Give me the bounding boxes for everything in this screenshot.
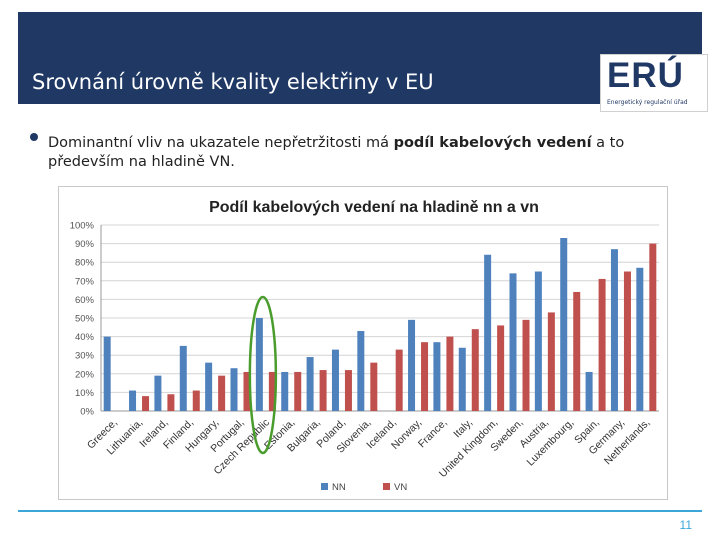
bar-vn (471, 329, 479, 411)
page-number: 11 (679, 518, 692, 532)
chart-container: Podíl kabelových vedení na hladině nn a … (58, 186, 668, 500)
bar-nn (129, 390, 137, 411)
bar-nn (331, 349, 339, 411)
bar-nn (306, 357, 314, 411)
legend-label: NN (332, 482, 346, 493)
y-tick-label: 20% (75, 369, 95, 380)
bullet-icon (30, 133, 38, 141)
y-tick-label: 50% (75, 314, 95, 325)
bar-vn (547, 312, 555, 411)
chart-title: Podíl kabelových vedení na hladině nn a … (209, 199, 539, 216)
bar-vn (623, 271, 631, 411)
bar-vn (395, 349, 403, 411)
bar-vn (421, 342, 429, 411)
bar-vn (573, 291, 581, 411)
bar-nn (433, 342, 441, 411)
bar-nn (509, 273, 517, 411)
y-tick-label: 40% (75, 332, 95, 343)
bar-vn (344, 370, 352, 411)
bullet-text-post: a to především na hladině VN. (48, 135, 625, 170)
bar-nn (357, 331, 365, 411)
bullet-text-pre: Dominantní vliv na ukazatele nepřetržito… (48, 135, 394, 151)
bar-nn (230, 368, 238, 411)
bar-vn (497, 325, 505, 411)
legend-swatch (321, 483, 328, 490)
bar-vn (446, 336, 454, 411)
bar-vn (142, 396, 150, 411)
bar-nn (281, 371, 289, 411)
bar-nn (636, 267, 644, 411)
y-tick-label: 100% (70, 221, 95, 232)
bar-vn (649, 243, 657, 411)
bar-nn (534, 271, 542, 411)
y-tick-label: 70% (75, 276, 95, 287)
legend-label: VN (394, 482, 407, 493)
bar-nn (560, 238, 568, 411)
bar-nn (255, 318, 263, 411)
bar-nn (458, 347, 466, 411)
bar-nn (179, 345, 187, 411)
slide-title: Srovnání úrovně kvality elektřiny v EU (32, 70, 434, 94)
footer-divider (18, 510, 702, 512)
highlight-ellipse (248, 295, 278, 455)
bar-nn (154, 375, 162, 411)
bar-vn (598, 278, 606, 411)
bar-nn (205, 362, 213, 411)
bar-vn (243, 371, 251, 411)
y-tick-label: 90% (75, 239, 95, 250)
y-tick-label: 30% (75, 351, 95, 362)
bullet-text: Dominantní vliv na ukazatele nepřetržito… (48, 134, 698, 172)
bar-nn (103, 336, 111, 411)
bar-vn (268, 371, 276, 411)
logo-subtitle: Energetický regulační úřad (607, 99, 688, 106)
bar-vn (167, 394, 175, 411)
bar-nn (610, 249, 618, 411)
x-tick-label: France, (416, 417, 450, 451)
bar-vn (319, 370, 327, 411)
bar-nn (408, 319, 416, 411)
title-bar: Srovnání úrovně kvality elektřiny v EU E… (18, 12, 708, 112)
bar-nn (484, 254, 492, 411)
bar-chart: Podíl kabelových vedení na hladině nn a … (70, 199, 659, 493)
bar-nn (585, 371, 593, 411)
bar-vn (370, 362, 378, 411)
bar-vn (294, 371, 302, 411)
y-tick-label: 0% (80, 407, 94, 418)
bar-vn (522, 319, 530, 411)
eru-logo: ERÚ Energetický regulační úřad (600, 54, 708, 112)
bullet-text-bold: podíl kabelových vedení (393, 135, 592, 151)
logo-text: ERÚ (607, 56, 684, 95)
bar-vn (192, 390, 200, 411)
y-tick-label: 60% (75, 295, 95, 306)
legend-swatch (383, 483, 390, 490)
bar-vn (218, 375, 226, 411)
y-tick-label: 80% (75, 258, 95, 269)
y-tick-label: 10% (75, 388, 95, 399)
